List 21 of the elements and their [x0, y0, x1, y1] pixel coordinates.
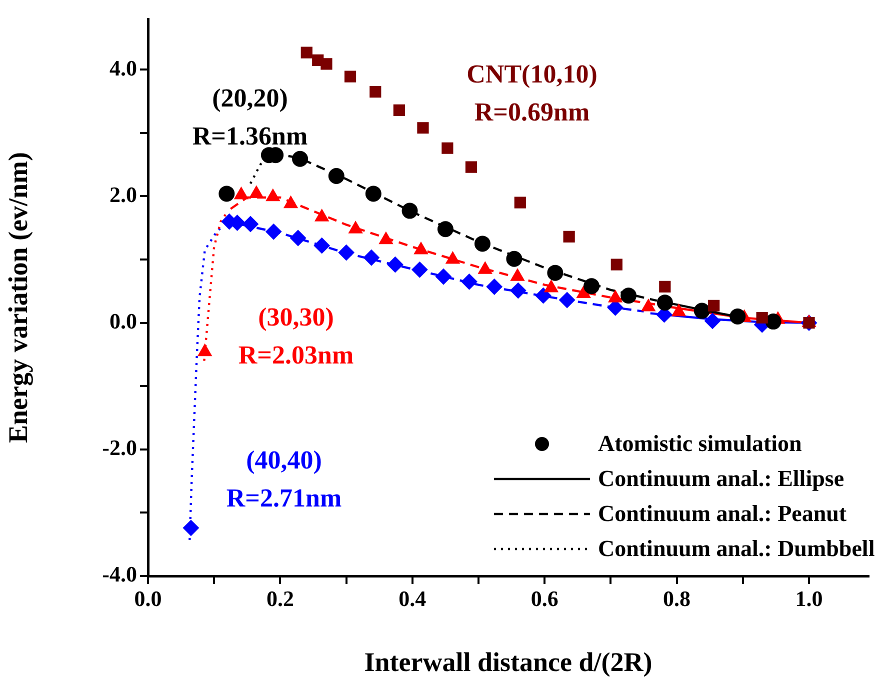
- y-tick-label: 4.0: [110, 55, 137, 80]
- y-tick-label: -4.0: [102, 562, 137, 587]
- legend-label: Continuum anal.: Ellipse: [598, 466, 844, 492]
- x-tick-label: 0.8: [663, 586, 691, 611]
- legend-label: Continuum anal.: Peanut: [598, 500, 847, 526]
- annotation: (20,20) R=1.36nm: [192, 84, 308, 151]
- annotation: (40,40) R=2.71nm: [226, 446, 342, 513]
- x-tick-label: 1.0: [795, 586, 823, 611]
- y-tick-label: 2.0: [110, 182, 137, 207]
- x-tick-label: 0.4: [398, 586, 426, 611]
- x-tick-label: 0.2: [266, 586, 294, 611]
- x-tick-label: 0.0: [134, 586, 162, 611]
- y-tick-label: 0.0: [110, 308, 137, 334]
- annotation: CNT(10,10) R=0.69nm: [466, 60, 598, 127]
- x-axis-title: Interwall distance d/(2R): [364, 646, 652, 677]
- annotation: (30,30) R=2.03nm: [238, 302, 354, 370]
- y-tick-label: -2.0: [102, 435, 137, 460]
- legend-label: Atomistic simulation: [598, 430, 802, 456]
- y-axis-title: Energy variation (ev/nm): [3, 152, 34, 443]
- x-tick-label: 0.6: [530, 586, 558, 611]
- legend-label: Continuum anal.: Dumbbell: [598, 536, 875, 562]
